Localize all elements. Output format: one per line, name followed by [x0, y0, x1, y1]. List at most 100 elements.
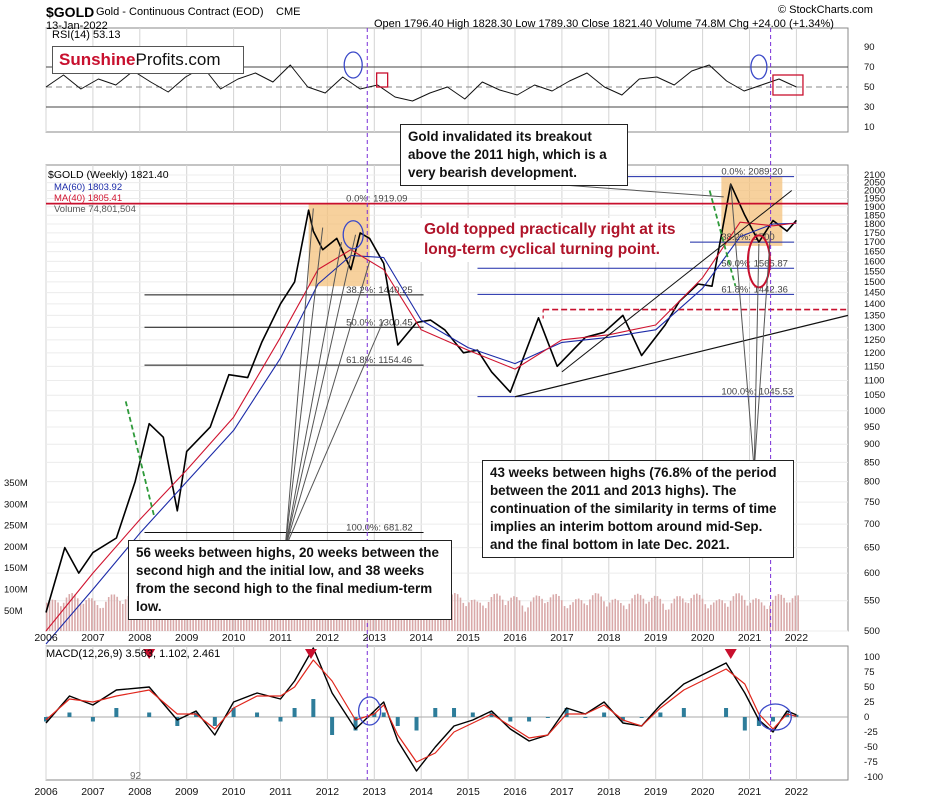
price-tick-label: 500: [864, 626, 880, 637]
brand-part2: Profits.com: [135, 50, 221, 69]
macd-histogram-bar: [278, 717, 283, 722]
volume-bar: [575, 599, 577, 631]
volume-bar: [110, 594, 113, 631]
volume-bar: [468, 602, 470, 631]
volume-bar: [749, 602, 752, 631]
volume-bar: [538, 596, 541, 631]
ma60-legend: MA(60) 1803.92: [54, 182, 123, 193]
macd-histogram-bar: [583, 717, 588, 718]
price-tick-label: 1300: [864, 322, 885, 333]
price-tick-label: 1700: [864, 237, 885, 248]
volume-bar: [743, 599, 746, 631]
volume-bar: [600, 596, 602, 631]
volume-bar: [580, 600, 583, 631]
volume-bar: [490, 596, 493, 631]
volume-bar: [48, 601, 51, 631]
volume-bar: [594, 593, 597, 631]
macd-histogram-bar: [452, 708, 457, 717]
rsi-red-box-2021: [772, 74, 804, 96]
x-tick-label-bottom: 2009: [175, 786, 199, 798]
macd-histogram-bar: [564, 708, 569, 717]
volume-bar: [774, 595, 777, 631]
volume-bar: [707, 608, 709, 631]
rsi-tick-label: 30: [864, 102, 875, 113]
volume-bar: [676, 596, 678, 631]
rising-support-line: [514, 314, 849, 398]
macd-histogram-bar: [90, 717, 95, 722]
volume-bar: [620, 602, 622, 631]
volume-bar: [690, 598, 693, 631]
volume-bar: [769, 605, 771, 631]
macd-histogram-bar: [330, 717, 335, 735]
volume-bar: [583, 603, 586, 631]
volume-bar: [141, 611, 144, 631]
price-tick-label: 1200: [864, 348, 885, 359]
green-dashed-2020: [708, 190, 737, 287]
volume-bar: [715, 600, 718, 631]
quote-line: Open 1796.40 High 1828.30 Low 1789.30 Cl…: [374, 18, 834, 30]
macd-tick-label: 75: [864, 667, 875, 678]
x-tick-label: 2012: [316, 632, 340, 644]
volume-bar: [501, 599, 504, 631]
price-tick-label: 2000: [864, 186, 885, 197]
macd-histogram-bar: [255, 712, 260, 717]
annotation-56-weeks-connector: [284, 242, 342, 549]
volume-bar: [383, 611, 386, 631]
rsi-line: [45, 64, 797, 102]
annotation-56-weeks-connector: [284, 227, 324, 549]
volume-bar: [107, 597, 110, 631]
price-tick-label: 2050: [864, 178, 885, 189]
volume-bar: [521, 605, 524, 631]
volume-bar: [777, 594, 780, 631]
volume-bar: [659, 598, 662, 631]
volume-bar: [541, 598, 543, 631]
macd-tick-label: 100: [864, 652, 880, 663]
volume-bar: [766, 608, 768, 631]
price-tick-label: 1800: [864, 219, 885, 230]
volume-bar: [648, 601, 650, 631]
volume-bar: [701, 598, 704, 631]
x-tick-label: 2015: [456, 632, 480, 644]
volume-bar: [586, 605, 588, 631]
macd-histogram-bar: [67, 712, 72, 717]
macd-tick-label: -75: [864, 757, 878, 768]
volume-bar: [119, 600, 121, 631]
price-tick-label: 2100: [864, 170, 885, 181]
macd-peak-arrow: [724, 649, 737, 659]
x-tick-label: 2016: [503, 632, 527, 644]
volume-bar: [487, 601, 490, 631]
macd-blue-circle-2021: [758, 703, 792, 731]
volume-bar: [499, 595, 501, 631]
axis-ticks: 2006 2006 2007 2007 2008 2008 2009 2009 2010 2010…: [4, 42, 885, 798]
volume-tick-label: 150M: [4, 563, 28, 574]
price-tick-label: 850: [864, 457, 880, 468]
volume-tick-label: 200M: [4, 542, 28, 553]
x-tick-label-bottom: 2016: [503, 786, 527, 798]
price-tick-label: 1550: [864, 266, 885, 277]
rsi-panel-frame: [45, 27, 849, 133]
volume-bar: [473, 599, 476, 631]
volume-bar: [535, 595, 538, 631]
x-tick-label-bottom: 2006: [34, 786, 58, 798]
volume-bar: [679, 596, 681, 631]
price-tick-label: 950: [864, 422, 880, 433]
volume-bar: [741, 595, 743, 631]
fib-right-label: 50.0%: 1565.87: [721, 258, 788, 269]
volume-bar: [797, 595, 799, 631]
volume-bar: [544, 603, 546, 631]
macd-histogram-bar: [414, 717, 419, 731]
x-tick-label-bottom: 2007: [81, 786, 105, 798]
volume-bar: [470, 599, 473, 631]
volume-bar: [786, 602, 788, 631]
macd-histogram-bar: [658, 712, 663, 717]
volume-bar: [476, 601, 479, 631]
volume-bar: [462, 602, 465, 631]
macd-peak-arrow: [304, 649, 317, 659]
volume-tick-label: 100M: [4, 585, 28, 596]
volume-bar: [484, 608, 487, 631]
volume-bar: [673, 598, 676, 631]
volume-bar: [653, 595, 656, 631]
volume-bar: [760, 602, 763, 631]
volume-bar: [662, 603, 664, 631]
price-tick-label: 1350: [864, 310, 885, 321]
